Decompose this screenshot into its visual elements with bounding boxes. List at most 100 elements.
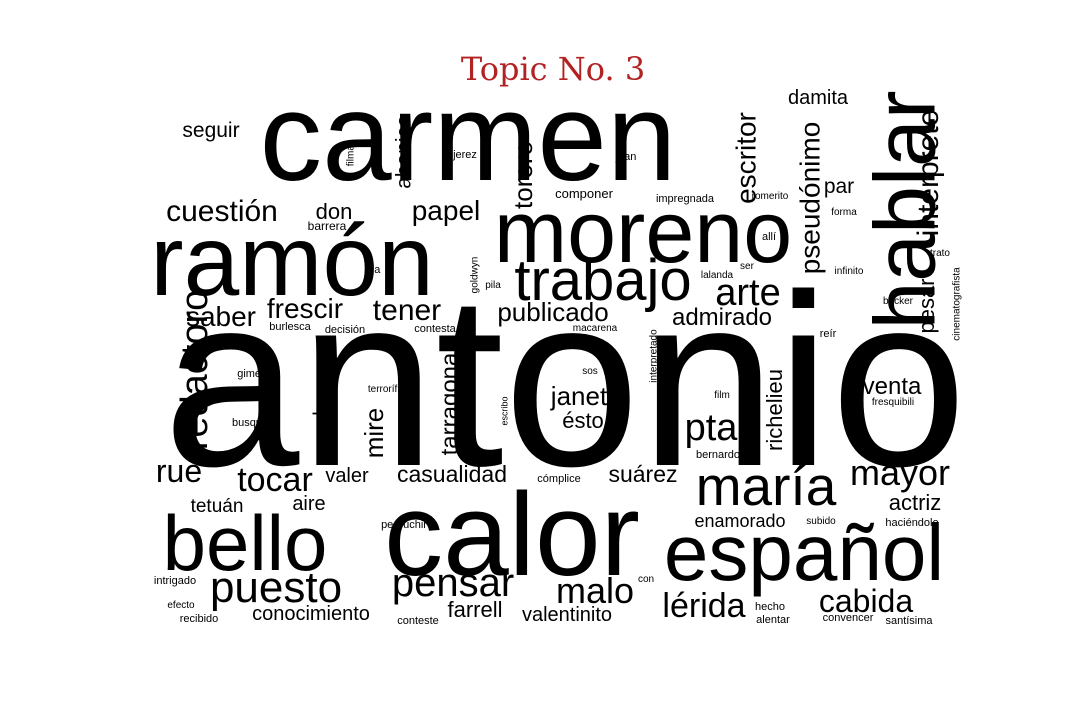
cloud-word-99: santísima <box>885 615 933 627</box>
cloud-word-96: hecho <box>755 601 785 613</box>
cloud-word-48: farrell <box>447 597 502 622</box>
cloud-word-39: tarragona <box>436 352 463 455</box>
cloud-word-5: hablar <box>858 90 954 329</box>
cloud-word-59: juan <box>615 151 637 163</box>
cloud-word-84: busque <box>232 417 268 429</box>
cloud-word-90: haciéndolo <box>885 517 938 529</box>
cloud-word-16: tocar <box>237 461 313 499</box>
cloud-word-49: valentinito <box>522 604 612 626</box>
cloud-word-60: impregnada <box>656 193 715 205</box>
cloud-word-1: carmen <box>260 68 677 207</box>
cloud-word-26: publicado <box>497 297 608 327</box>
cloud-word-94: recibido <box>180 613 219 625</box>
cloud-word-83: fresquibili <box>872 397 914 408</box>
cloud-word-6: español <box>664 508 944 597</box>
cloud-word-57: filmar <box>346 141 357 166</box>
cloud-word-3: ramón <box>150 205 433 317</box>
cloud-word-17: malo <box>556 570 634 611</box>
cloud-word-50: tetuán <box>191 496 244 517</box>
cloud-word-30: intérprete <box>912 110 945 237</box>
cloud-word-66: goldwyn <box>470 257 481 294</box>
cloud-word-98: convencer <box>823 612 874 624</box>
cloud-word-68: lalanda <box>701 270 734 281</box>
cloud-word-92: con <box>638 574 654 585</box>
cloud-word-42: enamorado <box>694 511 785 531</box>
cloud-word-33: casualidad <box>397 461 507 487</box>
cloud-word-29: pseudónimo <box>794 122 825 275</box>
cloud-title: Topic No. 3 <box>461 50 645 88</box>
cloud-word-43: actriz <box>889 490 942 515</box>
cloud-word-87: cómplice <box>537 473 580 485</box>
cloud-word-89: subido <box>806 516 836 527</box>
cloud-word-18: lérida <box>662 587 745 625</box>
cloud-word-86: bernardo <box>696 449 740 461</box>
cloud-word-8: trabajo <box>514 248 691 313</box>
cloud-word-23: saber <box>186 301 256 332</box>
cloud-word-80: sos <box>582 366 598 377</box>
cloud-word-15: mayor <box>850 452 950 493</box>
cloud-word-0: antonio <box>163 243 967 517</box>
cloud-word-70: infinito <box>835 266 864 277</box>
cloud-word-14: cuestión <box>166 195 278 228</box>
cloud-word-28: escritor <box>730 112 761 204</box>
cloud-word-2: calor <box>384 469 640 601</box>
cloud-word-34: suárez <box>608 461 677 487</box>
cloud-word-91: intrigado <box>154 575 196 587</box>
cloud-word-82: film <box>714 390 730 401</box>
cloud-word-45: aleman <box>310 361 332 427</box>
cloud-word-21: tener <box>373 294 441 327</box>
cloud-word-12: pensar <box>392 561 514 605</box>
cloud-word-76: macarena <box>573 323 618 334</box>
cloud-word-88: pedruchir <box>381 519 427 531</box>
cloud-word-22: frescir <box>267 293 343 324</box>
cloud-word-41: mire <box>359 408 389 459</box>
cloud-word-13: arte <box>715 272 780 314</box>
words-layer: antonio carmen calor ramón moreno hablar españ… <box>150 68 967 627</box>
cloud-word-44: abanico <box>393 115 416 189</box>
cloud-word-75: contesta <box>414 323 456 335</box>
cloud-word-97: alentar <box>756 614 790 626</box>
cloud-word-85: escribo <box>499 396 509 425</box>
cloud-word-55: componer <box>555 186 613 201</box>
cloud-word-35: janet <box>550 381 608 411</box>
cloud-word-61: romerito <box>752 191 789 202</box>
cloud-word-51: aire <box>292 493 325 515</box>
cloud-word-77: reír <box>820 328 837 340</box>
cloud-word-24: papel <box>412 195 481 226</box>
cloud-word-67: pila <box>485 280 501 291</box>
cloud-word-65: vía <box>366 264 382 276</box>
cloud-word-10: puesto <box>210 563 342 612</box>
cloud-word-81: interpretado <box>649 329 660 383</box>
cloud-word-54: par <box>824 175 854 198</box>
cloud-word-69: ser <box>740 261 755 272</box>
cloud-word-32: richelieu <box>762 369 787 451</box>
cloud-word-63: barrera <box>308 219 347 233</box>
cloud-word-53: don <box>316 199 353 224</box>
cloud-word-11: redactoro <box>174 290 216 451</box>
cloud-word-9: maría <box>696 455 837 517</box>
cloud-word-40: seguir <box>182 119 239 142</box>
cloud-word-25: rue <box>156 453 202 489</box>
cloud-word-74: decisión <box>325 324 365 336</box>
cloud-word-46: ésto <box>562 408 604 433</box>
cloud-word-72: becker <box>883 296 914 307</box>
cloud-word-37: torero <box>508 141 538 209</box>
cloud-word-78: giménez <box>237 368 279 380</box>
cloud-word-4: moreno <box>494 182 792 281</box>
cloud-word-7: bello <box>163 499 328 587</box>
cloud-word-20: pta <box>685 407 739 449</box>
cloud-word-38: damita <box>788 87 849 109</box>
cloud-word-19: cabida <box>819 583 914 619</box>
cloud-word-31: pesar <box>914 278 939 333</box>
cloud-word-95: conteste <box>397 615 439 627</box>
cloud-word-52: valer <box>325 465 369 487</box>
cloud-word-71: trato <box>930 248 950 259</box>
cloud-word-93: efecto <box>167 600 195 611</box>
cloud-word-27: admirado <box>672 304 772 331</box>
cloud-word-73: burlesca <box>269 321 311 333</box>
cloud-word-58: jerez <box>452 149 477 161</box>
cloud-word-79: terrorífico <box>368 384 411 395</box>
cloud-word-64: allí <box>762 231 776 243</box>
cloud-word-62: forma <box>831 207 857 218</box>
